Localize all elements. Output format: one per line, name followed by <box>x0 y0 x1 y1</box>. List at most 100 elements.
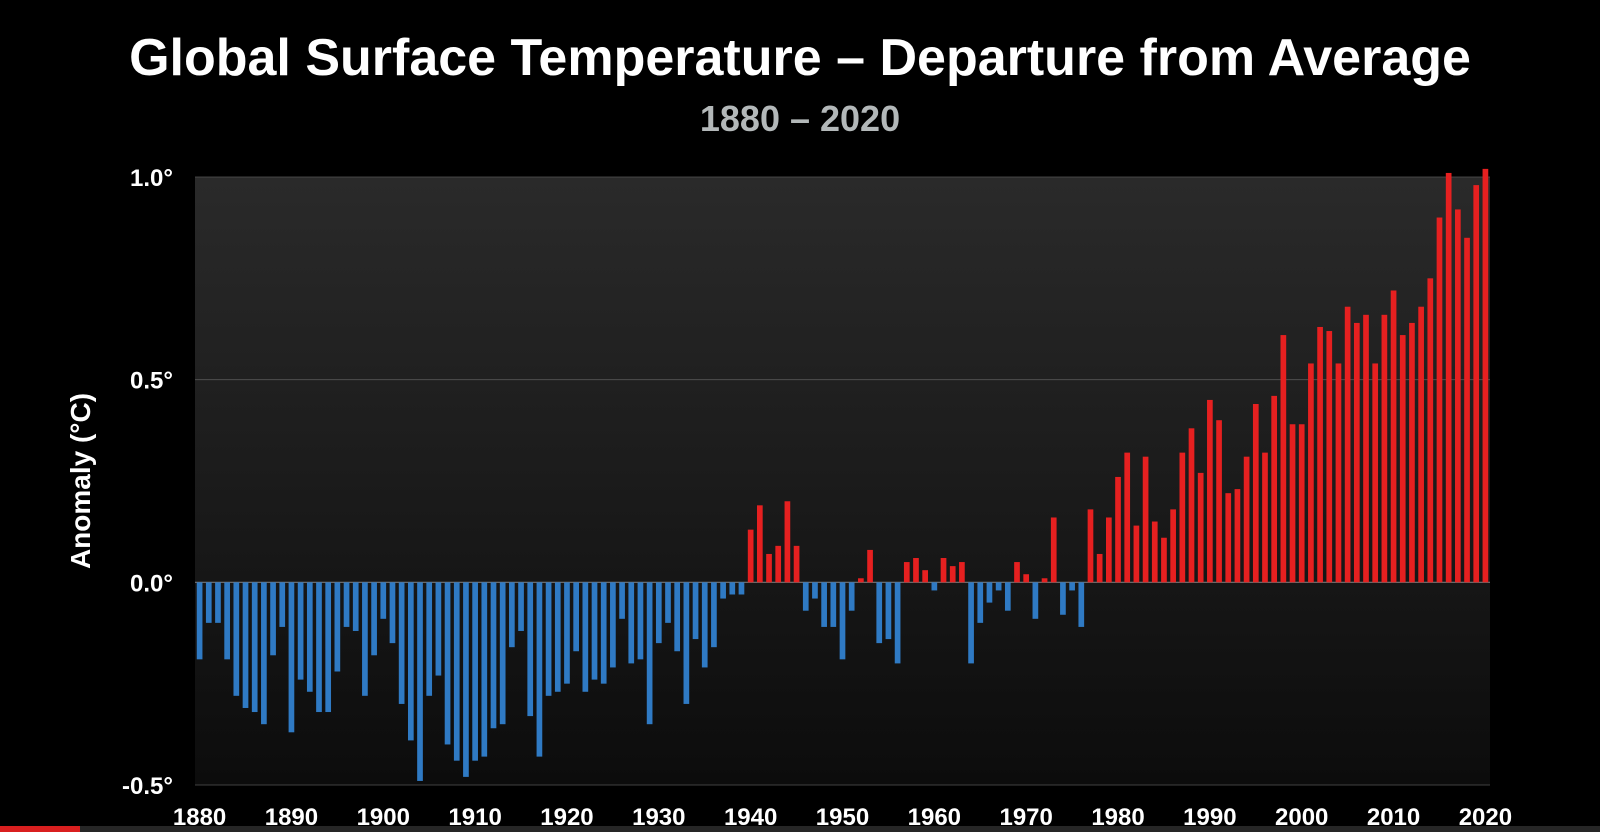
bar-1928 <box>637 582 644 660</box>
bar-1949 <box>830 582 837 627</box>
bar-1997 <box>1271 395 1278 583</box>
video-progress-fill <box>0 826 80 832</box>
x-tick-label: 1950 <box>816 804 869 831</box>
bar-1945 <box>793 545 800 583</box>
bar-1913 <box>499 582 506 725</box>
bar-1990 <box>1207 399 1213 583</box>
video-progress-bar[interactable] <box>0 826 1600 832</box>
bar-1882 <box>215 582 221 623</box>
bar-1995 <box>1252 403 1259 583</box>
bar-1994 <box>1243 456 1250 583</box>
bar-1886 <box>251 582 258 713</box>
bar-1983 <box>1142 456 1149 583</box>
bar-1993 <box>1234 489 1241 583</box>
bar-1915 <box>518 582 524 631</box>
x-tick-label: 1920 <box>540 804 593 831</box>
bar-1991 <box>1216 420 1222 583</box>
bar-1907 <box>444 582 451 745</box>
bar-1957 <box>903 562 910 583</box>
bar-2015 <box>1436 217 1443 583</box>
bar-1932 <box>674 582 681 652</box>
bar-1948 <box>821 582 827 627</box>
bar-1954 <box>876 582 883 644</box>
x-tick-label: 1930 <box>632 804 685 831</box>
bar-1920 <box>564 582 570 684</box>
bar-2020 <box>1482 168 1489 583</box>
bar-2001 <box>1308 363 1314 583</box>
bar-1974 <box>1060 582 1066 615</box>
bar-1887 <box>261 582 267 725</box>
bar-1916 <box>527 582 534 717</box>
bar-1937 <box>720 582 726 599</box>
bar-1958 <box>913 558 919 583</box>
bar-1911 <box>481 582 488 757</box>
bar-1969 <box>1014 562 1020 583</box>
bar-1947 <box>812 582 818 599</box>
bar-1982 <box>1133 525 1140 583</box>
bar-1931 <box>665 582 671 623</box>
chart-title: Global Surface Temperature – Departure f… <box>129 29 1471 87</box>
y-tick-label: 0.5° <box>130 368 173 395</box>
bar-1953 <box>867 549 873 583</box>
bar-1943 <box>775 545 782 583</box>
bar-1906 <box>435 582 442 676</box>
bar-1924 <box>600 582 607 684</box>
bar-1939 <box>738 582 745 595</box>
bar-1981 <box>1124 452 1131 583</box>
bar-1926 <box>619 582 625 619</box>
bar-1905 <box>426 582 433 696</box>
x-tick-label: 1900 <box>357 804 410 831</box>
bar-1923 <box>591 582 598 680</box>
bar-1961 <box>940 558 947 583</box>
bar-2012 <box>1409 322 1415 583</box>
y-tick-label: -0.5° <box>122 773 173 800</box>
bar-1936 <box>711 582 717 648</box>
bar-1941 <box>756 505 763 583</box>
bar-2014 <box>1427 278 1434 583</box>
bar-1978 <box>1096 553 1103 583</box>
bar-1896 <box>343 582 350 627</box>
bar-1985 <box>1161 537 1167 583</box>
bar-1980 <box>1115 476 1121 583</box>
bar-1922 <box>582 582 589 692</box>
bar-1897 <box>352 582 359 631</box>
chart-subtitle: 1880 – 2020 <box>699 98 901 139</box>
bar-1964 <box>968 582 974 664</box>
bar-1888 <box>270 582 276 656</box>
bar-1988 <box>1188 428 1195 583</box>
bar-1883 <box>224 582 230 660</box>
bar-1914 <box>509 582 515 648</box>
bar-1986 <box>1170 509 1176 583</box>
bar-1929 <box>646 582 653 725</box>
bar-2017 <box>1455 209 1461 583</box>
bar-2018 <box>1464 237 1470 583</box>
bar-1963 <box>959 562 965 583</box>
x-tick-label: 1880 <box>173 804 226 831</box>
x-tick-label: 1960 <box>908 804 961 831</box>
bar-1973 <box>1050 517 1057 583</box>
bar-1946 <box>802 582 809 611</box>
x-tick-label: 1980 <box>1091 804 1144 831</box>
y-axis-ticks: 1.0° 0.5° 0.0° -0.5° <box>122 165 173 800</box>
bar-1889 <box>279 582 286 627</box>
bar-1975 <box>1069 582 1075 591</box>
bar-1970 <box>1023 574 1030 583</box>
bar-1972 <box>1041 578 1048 583</box>
bar-1952 <box>858 578 864 583</box>
bar-1967 <box>995 582 1002 591</box>
bar-1989 <box>1197 472 1204 583</box>
bar-1901 <box>389 582 396 644</box>
bar-1992 <box>1225 493 1232 583</box>
bar-1898 <box>362 582 368 696</box>
y-tick-label: 0.0° <box>130 570 173 597</box>
bar-1895 <box>334 582 341 672</box>
x-tick-label: 2000 <box>1275 804 1328 831</box>
bar-2007 <box>1363 314 1369 583</box>
bar-1904 <box>417 582 423 781</box>
bar-1900 <box>380 582 387 619</box>
bar-1917 <box>536 582 543 757</box>
bar-2003 <box>1326 331 1333 583</box>
bar-1977 <box>1087 509 1094 583</box>
bar-1999 <box>1289 424 1296 583</box>
bar-1935 <box>701 582 708 668</box>
